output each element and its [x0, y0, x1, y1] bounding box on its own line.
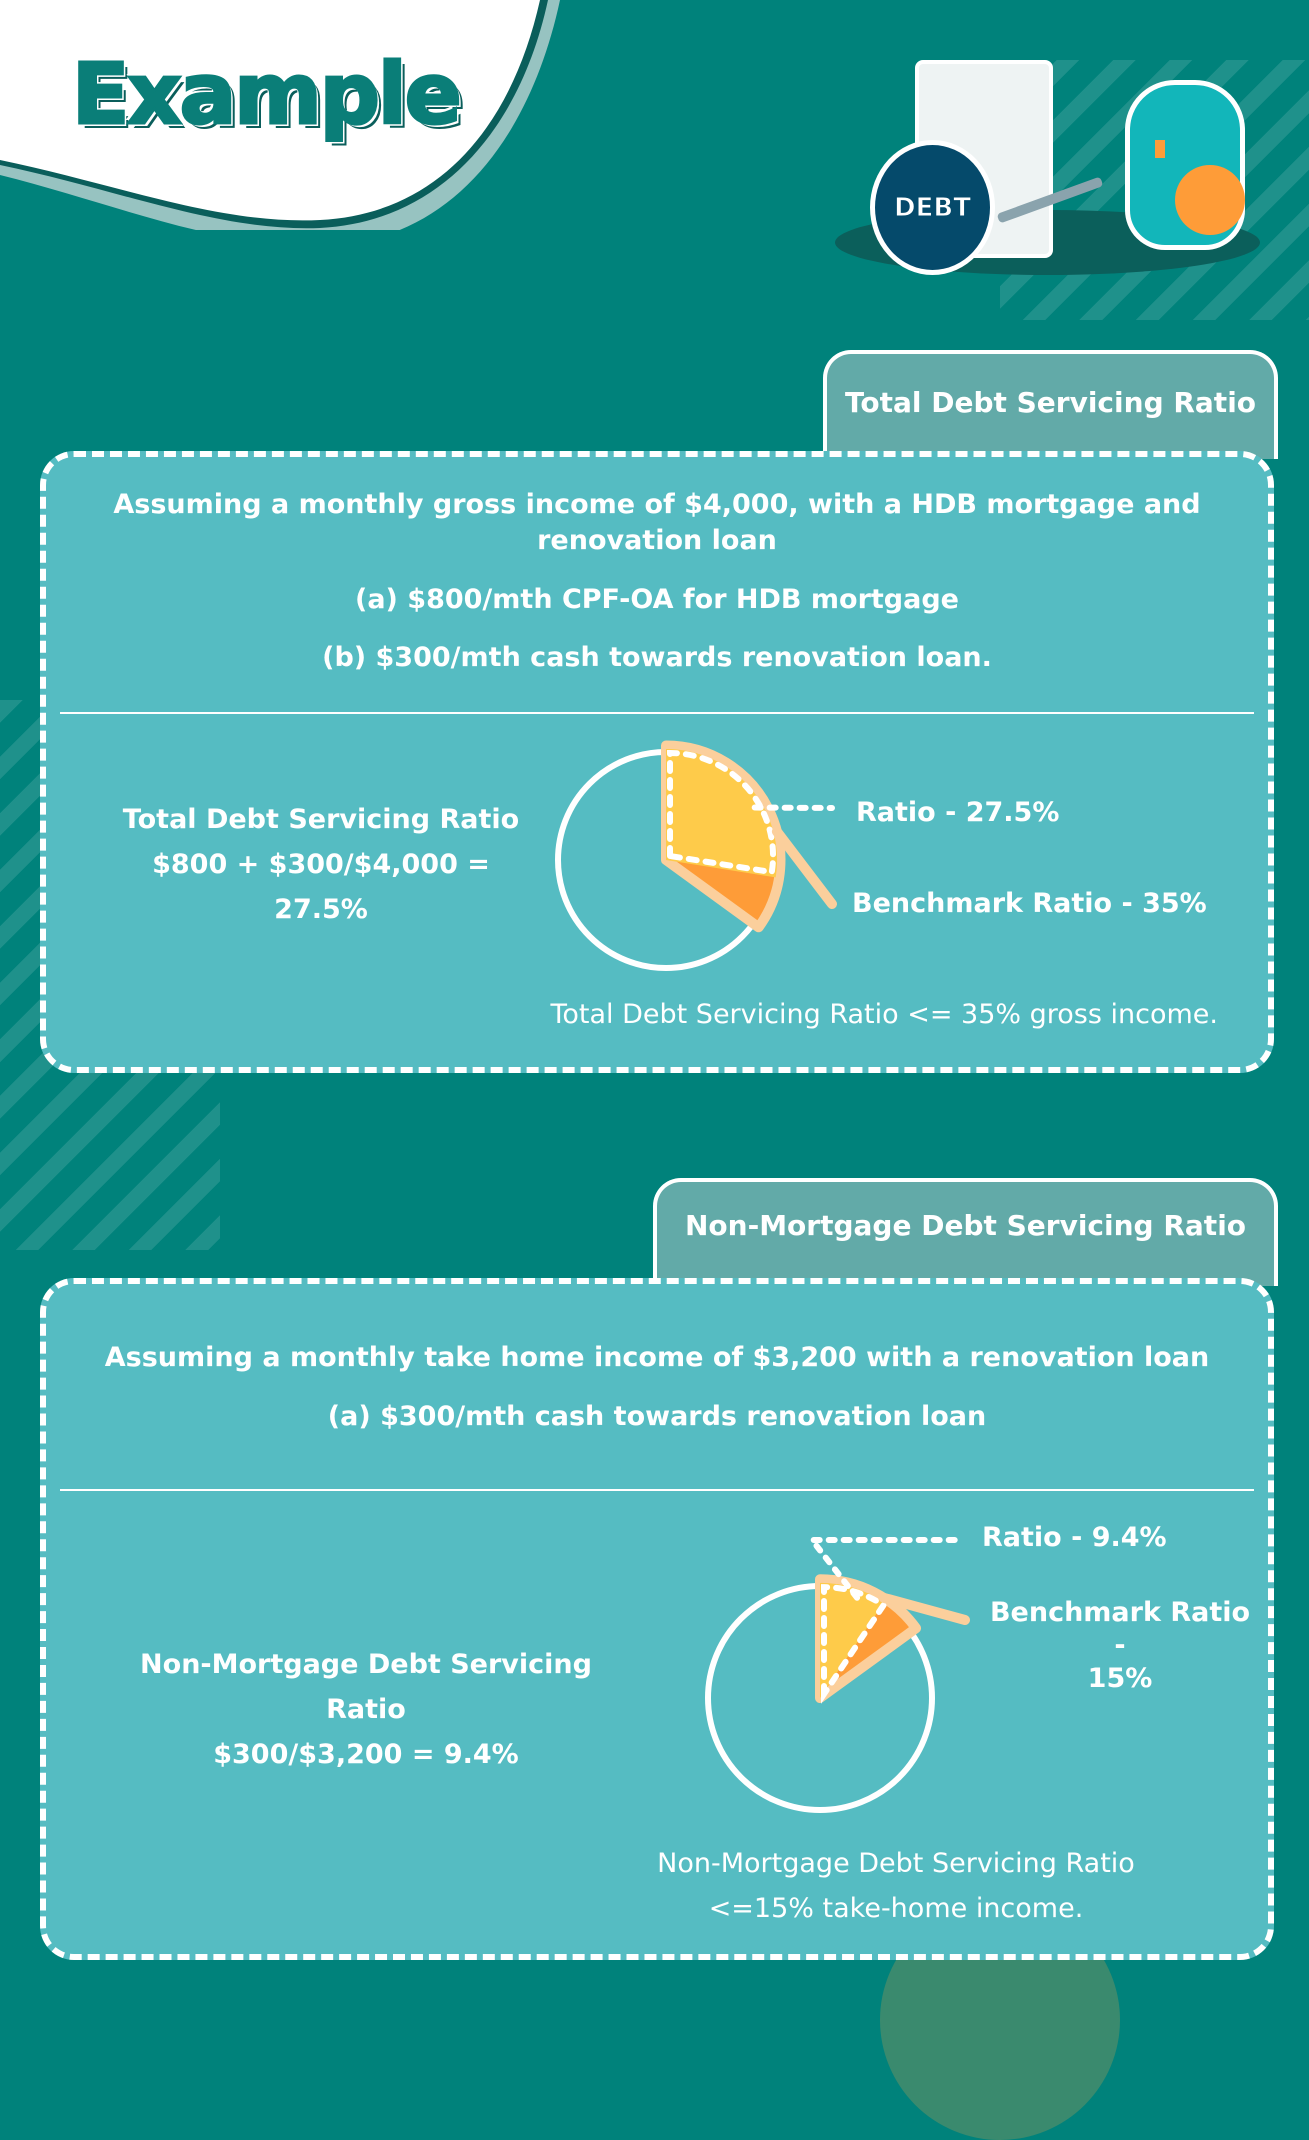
footer-note: Total Debt Servicing Ratio <= 35% gross … — [550, 992, 1218, 1037]
assumption-line: Assuming a monthly gross income of $4,00… — [46, 489, 1268, 520]
footer-line: <=15% take-home income. — [606, 1886, 1186, 1931]
pie-chart-tdsr — [540, 730, 860, 990]
tab-non-mortgage-debt-servicing-ratio: Non-Mortgage Debt Servicing Ratio — [653, 1178, 1278, 1286]
ratio-label: Ratio - 9.4% — [982, 1515, 1167, 1560]
calc-block: Total Debt Servicing Ratio $800 + $300/$… — [106, 797, 536, 932]
calc-formula: $800 + $300/$4,000 = 27.5% — [106, 842, 536, 932]
tab-total-debt-servicing-ratio: Total Debt Servicing Ratio — [823, 350, 1278, 459]
assumption-line: renovation loan — [46, 525, 1268, 556]
calc-block: Non-Mortgage Debt Servicing Ratio $300/$… — [96, 1642, 636, 1777]
calc-title: Non-Mortgage Debt Servicing Ratio — [96, 1642, 636, 1732]
benchmark-label-line: Benchmark Ratio - — [980, 1596, 1260, 1662]
page-title: Example — [72, 45, 460, 143]
benchmark-label-line: 15% — [980, 1662, 1260, 1695]
divider — [60, 712, 1254, 714]
benchmark-label: Benchmark Ratio - 15% — [980, 1596, 1260, 1695]
section-title: Total Debt Servicing Ratio — [845, 386, 1256, 419]
section-title: Non-Mortgage Debt Servicing Ratio — [685, 1209, 1246, 1242]
debt-illustration: DEBT — [835, 45, 1265, 275]
debt-ball-icon: DEBT — [870, 140, 995, 275]
pie-chart-msr — [700, 1520, 990, 1840]
benchmark-label: Benchmark Ratio - 35% — [852, 881, 1207, 926]
bird-mascot-icon — [1125, 80, 1245, 250]
calc-formula: $300/$3,200 = 9.4% — [96, 1732, 636, 1777]
assumption-line: (b) $300/mth cash towards renovation loa… — [46, 642, 1268, 673]
assumption-line: (a) $800/mth CPF-OA for HDB mortgage — [46, 584, 1268, 615]
calc-title: Total Debt Servicing Ratio — [106, 797, 536, 842]
divider — [60, 1489, 1254, 1491]
assumption-line: (a) $300/mth cash towards renovation loa… — [46, 1401, 1268, 1432]
footer-line: Non-Mortgage Debt Servicing Ratio — [606, 1841, 1186, 1886]
footer-note: Non-Mortgage Debt Servicing Ratio <=15% … — [606, 1841, 1186, 1931]
assumption-line: Assuming a monthly take home income of $… — [46, 1342, 1268, 1373]
ratio-label: Ratio - 27.5% — [856, 790, 1059, 835]
